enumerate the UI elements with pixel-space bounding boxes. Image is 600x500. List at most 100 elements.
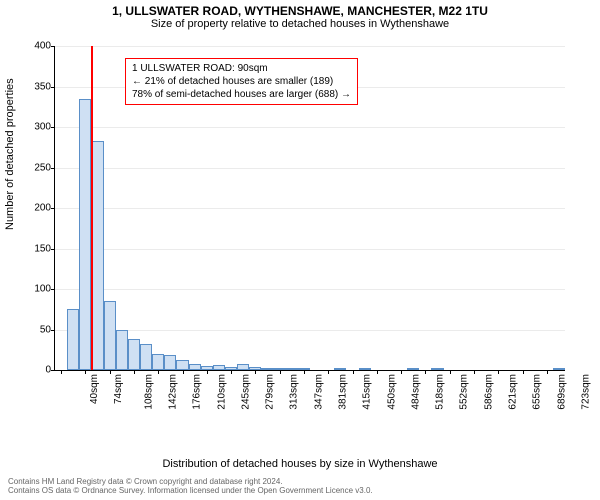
x-tick-label: 210sqm xyxy=(216,374,227,410)
y-tick-label: 150 xyxy=(34,243,51,254)
x-tick-mark xyxy=(231,370,232,374)
y-tick-label: 300 xyxy=(34,122,51,133)
x-tick-mark xyxy=(523,370,524,374)
plot-area: 05010015020025030035040040sqm74sqm108sqm… xyxy=(54,46,565,371)
x-tick-label: 74sqm xyxy=(113,374,124,404)
x-tick-label: 723sqm xyxy=(580,374,591,410)
title-line1: 1, ULLSWATER ROAD, WYTHENSHAWE, MANCHEST… xyxy=(0,4,600,18)
y-tick-mark xyxy=(51,168,55,169)
x-tick-label: 245sqm xyxy=(240,374,251,410)
gridline xyxy=(55,168,565,169)
histogram-bar xyxy=(431,368,443,370)
x-tick-mark xyxy=(377,370,378,374)
chart-area: 05010015020025030035040040sqm74sqm108sqm… xyxy=(54,46,592,422)
x-tick-mark xyxy=(61,370,62,374)
histogram-bar xyxy=(286,368,298,370)
histogram-bar xyxy=(67,309,79,370)
y-tick-mark xyxy=(51,127,55,128)
y-tick-label: 50 xyxy=(40,324,51,335)
gridline xyxy=(55,289,565,290)
x-tick-label: 381sqm xyxy=(338,374,349,410)
x-tick-label: 621sqm xyxy=(508,374,519,410)
x-tick-label: 586sqm xyxy=(483,374,494,410)
x-tick-label: 279sqm xyxy=(265,374,276,410)
histogram-bar xyxy=(164,355,176,370)
x-tick-mark xyxy=(85,370,86,374)
histogram-bar xyxy=(176,360,188,370)
gridline xyxy=(55,127,565,128)
y-tick-mark xyxy=(51,289,55,290)
histogram-bar xyxy=(237,364,249,370)
x-tick-label: 689sqm xyxy=(556,374,567,410)
x-tick-mark xyxy=(353,370,354,374)
x-axis-label: Distribution of detached houses by size … xyxy=(0,458,600,470)
histogram-bar xyxy=(104,301,116,370)
histogram-bar xyxy=(79,99,91,370)
x-tick-mark xyxy=(450,370,451,374)
x-tick-mark xyxy=(547,370,548,374)
x-tick-mark xyxy=(255,370,256,374)
histogram-bar xyxy=(152,354,164,370)
y-tick-label: 250 xyxy=(34,162,51,173)
title-line2: Size of property relative to detached ho… xyxy=(0,18,600,30)
gridline xyxy=(55,249,565,250)
x-tick-mark xyxy=(304,370,305,374)
x-tick-mark xyxy=(110,370,111,374)
y-tick-mark xyxy=(51,87,55,88)
annotation-box: 1 ULLSWATER ROAD: 90sqm← 21% of detached… xyxy=(125,58,358,105)
x-tick-mark xyxy=(401,370,402,374)
histogram-bar xyxy=(116,330,128,371)
x-tick-label: 484sqm xyxy=(410,374,421,410)
y-tick-mark xyxy=(51,370,55,371)
annotation-line: 1 ULLSWATER ROAD: 90sqm xyxy=(132,62,351,75)
histogram-bar xyxy=(334,368,346,370)
x-tick-label: 655sqm xyxy=(532,374,543,410)
y-tick-mark xyxy=(51,330,55,331)
x-tick-label: 142sqm xyxy=(168,374,179,410)
histogram-bar xyxy=(553,368,565,370)
x-tick-label: 313sqm xyxy=(289,374,300,410)
x-tick-label: 347sqm xyxy=(313,374,324,410)
histogram-bar xyxy=(213,365,225,370)
gridline xyxy=(55,330,565,331)
y-tick-mark xyxy=(51,249,55,250)
x-tick-label: 40sqm xyxy=(89,374,100,404)
annotation-line: 78% of semi-detached houses are larger (… xyxy=(132,88,351,101)
y-tick-label: 0 xyxy=(45,365,51,376)
gridline xyxy=(55,46,565,47)
x-tick-mark xyxy=(328,370,329,374)
y-tick-label: 350 xyxy=(34,81,51,92)
x-tick-mark xyxy=(134,370,135,374)
y-tick-mark xyxy=(51,208,55,209)
y-tick-label: 400 xyxy=(34,41,51,52)
y-tick-label: 100 xyxy=(34,284,51,295)
y-axis-label: Number of detached properties xyxy=(4,78,16,230)
x-tick-label: 450sqm xyxy=(386,374,397,410)
x-tick-mark xyxy=(474,370,475,374)
histogram-bar xyxy=(128,339,140,370)
histogram-bar xyxy=(359,368,371,370)
x-tick-mark xyxy=(280,370,281,374)
footer-line2: Contains OS data © Ordnance Survey. Info… xyxy=(8,486,373,496)
chart-titles: 1, ULLSWATER ROAD, WYTHENSHAWE, MANCHEST… xyxy=(0,0,600,30)
y-tick-mark xyxy=(51,46,55,47)
highlight-line xyxy=(91,46,93,370)
histogram-bar xyxy=(407,368,419,370)
x-tick-mark xyxy=(183,370,184,374)
x-tick-label: 518sqm xyxy=(435,374,446,410)
histogram-bar xyxy=(261,368,273,370)
y-tick-label: 200 xyxy=(34,203,51,214)
x-tick-label: 552sqm xyxy=(459,374,470,410)
x-tick-mark xyxy=(158,370,159,374)
gridline xyxy=(55,208,565,209)
footer-line1: Contains HM Land Registry data © Crown c… xyxy=(8,477,373,487)
annotation-line: ← 21% of detached houses are smaller (18… xyxy=(132,75,351,88)
x-tick-label: 108sqm xyxy=(143,374,154,410)
x-tick-label: 176sqm xyxy=(192,374,203,410)
x-tick-mark xyxy=(498,370,499,374)
x-tick-mark xyxy=(207,370,208,374)
histogram-bar xyxy=(140,344,152,370)
footer-attribution: Contains HM Land Registry data © Crown c… xyxy=(8,477,373,496)
x-tick-mark xyxy=(425,370,426,374)
x-tick-label: 415sqm xyxy=(362,374,373,410)
